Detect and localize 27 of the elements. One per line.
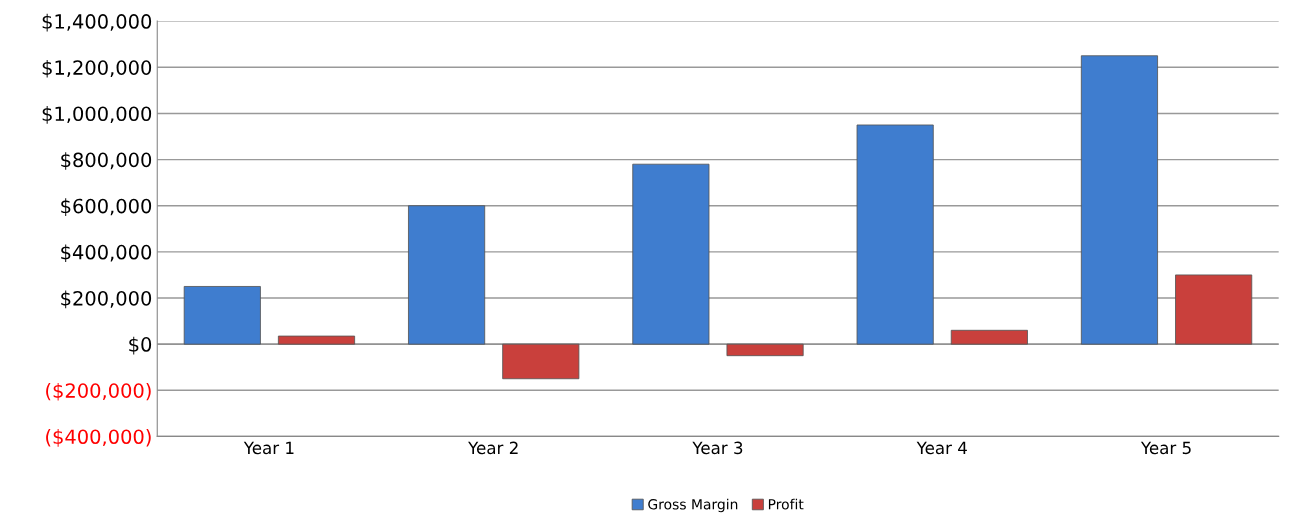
legend-label: Profit xyxy=(768,498,804,510)
bar xyxy=(277,335,356,345)
y-tick-label: $1,400,000 xyxy=(42,13,152,32)
y-tick-label: ($200,000) xyxy=(46,382,151,401)
y-tick-label: $1,200,000 xyxy=(42,59,152,78)
y-tick-label: $800,000 xyxy=(61,152,152,170)
y-tick-label: ($400,000) xyxy=(46,429,151,447)
y-tick-label: $200,000 xyxy=(61,290,152,309)
bar xyxy=(950,329,1028,345)
y-tick-label: $600,000 xyxy=(61,198,152,216)
y-tick-label: $1,000,000 xyxy=(42,106,152,124)
y-tick-label: $0 xyxy=(129,336,152,355)
bar xyxy=(726,343,804,357)
x-tick-label: Year 1 xyxy=(243,441,294,455)
x-tick-label: Year 2 xyxy=(468,441,518,455)
bar xyxy=(1175,274,1253,345)
x-tick-label: Year 3 xyxy=(692,441,743,455)
y-tick-label: $400,000 xyxy=(61,244,152,263)
x-tick-label: Year 5 xyxy=(1140,441,1191,455)
bar xyxy=(183,286,261,345)
legend-label: Gross Margin xyxy=(648,498,738,513)
bar xyxy=(856,124,934,345)
bar xyxy=(1080,55,1158,345)
x-tick-label: Year 4 xyxy=(916,441,967,455)
bar xyxy=(632,163,710,345)
bar xyxy=(502,343,580,380)
bar xyxy=(408,205,486,345)
